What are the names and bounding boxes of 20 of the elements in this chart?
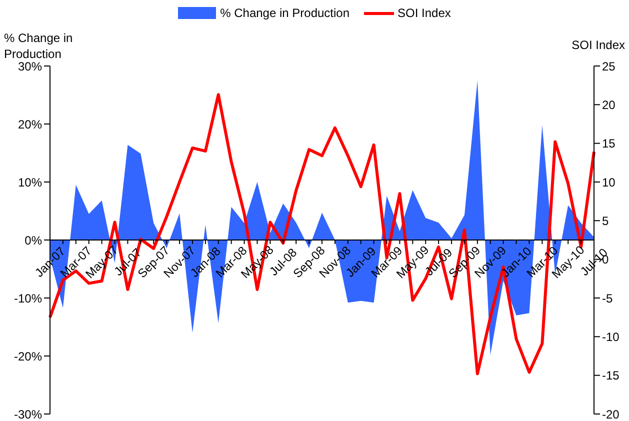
legend-label: SOI Index	[398, 6, 451, 20]
y2-axis-title: SOI Index	[572, 38, 625, 52]
y-tick-label: 30%	[18, 59, 42, 74]
y-tick-label: 0%	[24, 233, 42, 248]
y2-tick-label: 10	[602, 175, 616, 190]
legend-label: % Change in Production	[220, 6, 350, 20]
y-tick-label: -10%	[14, 291, 42, 306]
y2-tick-label: -5	[602, 291, 613, 306]
y-tick-label: 10%	[18, 175, 42, 190]
y2-tick-label: 5	[602, 214, 609, 228]
y2-tick-label: -20	[602, 407, 620, 421]
y2-tick-label: -10	[602, 330, 620, 344]
y2-tick-label: -15	[602, 368, 620, 383]
y2-tick-label: 20	[602, 98, 616, 112]
y-tick-label: -30%	[14, 407, 42, 421]
y2-tick-label: 15	[602, 136, 616, 151]
y-tick-label: 20%	[18, 117, 42, 132]
y-axis-title: % Change in Production	[4, 30, 74, 62]
y-tick-label: -20%	[14, 349, 42, 364]
y2-tick-label: 25	[602, 59, 616, 74]
